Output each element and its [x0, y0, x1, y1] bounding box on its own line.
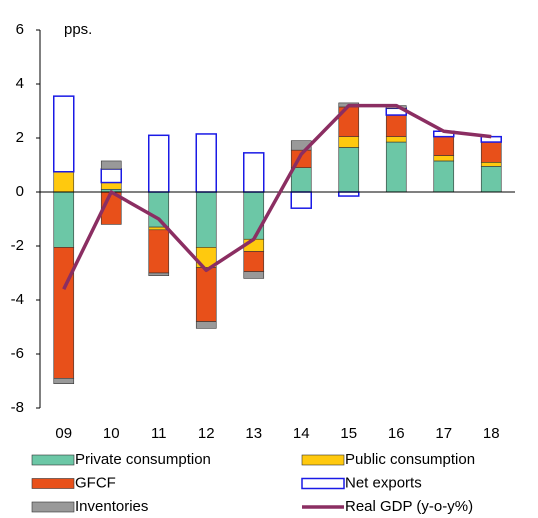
- bar-segment: [195, 321, 217, 329]
- bar-segment: [480, 166, 502, 193]
- legend-label: Net exports: [345, 474, 422, 491]
- bar-segment: [148, 134, 170, 193]
- legend-swatch: [31, 501, 75, 513]
- bar-segment: [53, 377, 75, 384]
- bar-segment: [53, 247, 75, 379]
- y-tick-label: -4: [11, 291, 24, 308]
- legend-swatch: [301, 454, 345, 466]
- legend-label: GFCF: [75, 474, 116, 491]
- bar-segment: [53, 171, 75, 193]
- legend-swatch: [31, 478, 75, 489]
- x-tick-label: 11: [151, 425, 167, 442]
- bar-segment: [195, 133, 217, 193]
- legend-swatch: [301, 477, 345, 490]
- bar-segment: [338, 191, 360, 197]
- bar-segment: [480, 162, 502, 167]
- y-tick-label: 2: [16, 129, 24, 146]
- y-tick-label: -6: [11, 345, 24, 362]
- x-tick-label: 16: [388, 425, 405, 442]
- x-tick-label: 10: [103, 425, 120, 442]
- bar-segment: [338, 136, 360, 148]
- bar-segment: [100, 182, 122, 190]
- legend-label: Real GDP (y-o-y%): [345, 498, 473, 515]
- bar-segment: [53, 95, 75, 173]
- x-tick-label: 18: [483, 425, 500, 442]
- x-tick-label: 09: [55, 425, 72, 442]
- legend-label: Private consumption: [75, 451, 211, 468]
- bar-segment: [53, 191, 75, 248]
- y-tick-label: 0: [16, 183, 24, 200]
- x-tick-label: 14: [293, 425, 310, 442]
- bar-segment: [480, 141, 502, 163]
- legend-label: Inventories: [75, 498, 148, 515]
- bar-segment: [243, 271, 265, 279]
- bar-segment: [385, 141, 407, 193]
- bar-segment: [100, 168, 122, 184]
- bar-segment: [338, 147, 360, 193]
- bar-segment: [195, 267, 217, 322]
- bar-segment: [385, 114, 407, 137]
- y-tick-label: 6: [16, 21, 24, 38]
- bar-segment: [148, 191, 170, 228]
- bar-segment: [433, 155, 455, 162]
- bar-segment: [243, 152, 265, 193]
- y-tick-label: -8: [11, 399, 24, 416]
- bar-segment: [148, 272, 170, 276]
- unit-label: pps.: [64, 21, 92, 38]
- legend-label: Public consumption: [345, 451, 475, 468]
- x-tick-label: 12: [198, 425, 215, 442]
- bar-segment: [148, 229, 170, 274]
- bar-segment: [100, 160, 122, 170]
- bar-segment: [195, 191, 217, 248]
- x-tick-label: 17: [435, 425, 452, 442]
- bar-segment: [243, 191, 265, 240]
- bar-segment: [433, 160, 455, 193]
- bar-segment: [385, 136, 407, 143]
- y-tick-label: 4: [16, 75, 24, 92]
- x-tick-label: 13: [245, 425, 262, 442]
- bar-segment: [290, 167, 312, 193]
- legend-swatch: [31, 454, 75, 466]
- y-tick-label: -2: [11, 237, 24, 254]
- line: [62, 103, 492, 290]
- bar-segment: [290, 191, 312, 209]
- x-tick-label: 15: [340, 425, 357, 442]
- bar-segment: [243, 251, 265, 272]
- bar-segment: [433, 136, 455, 156]
